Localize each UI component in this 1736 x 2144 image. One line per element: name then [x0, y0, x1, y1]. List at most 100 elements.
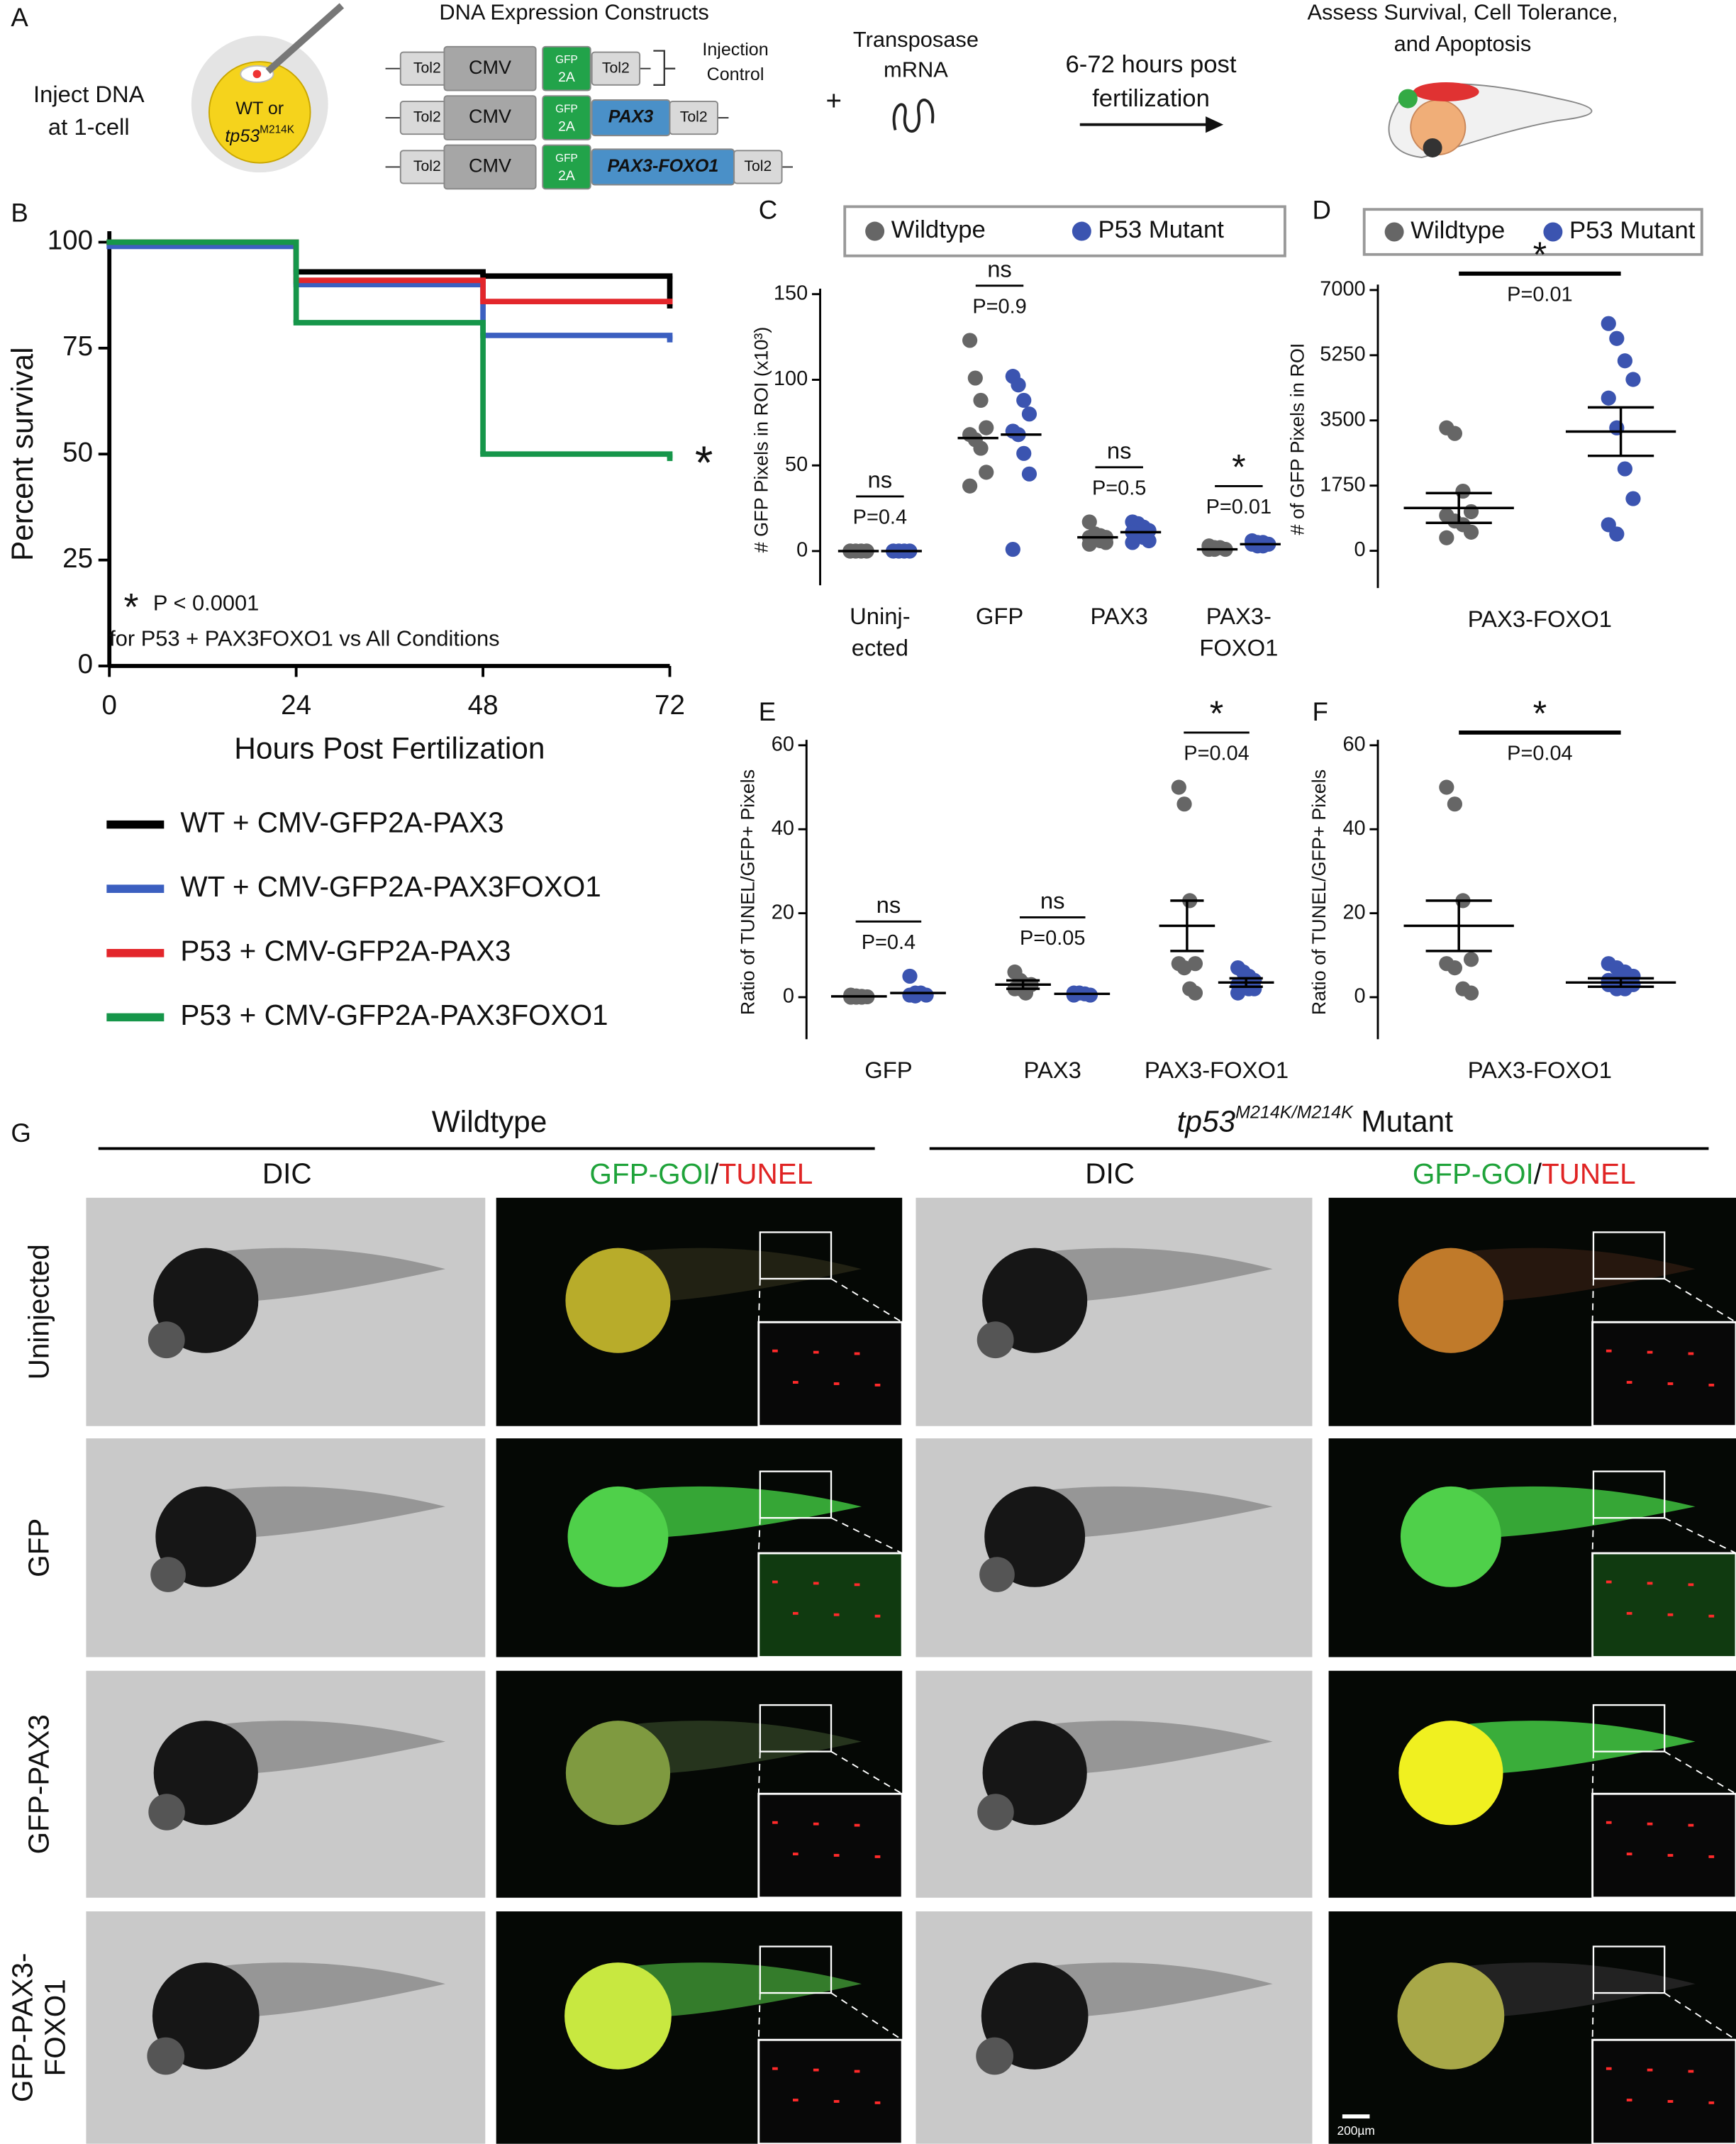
tunel-speck [813, 2068, 819, 2072]
y-tick-label: 0 [1354, 985, 1366, 1008]
legend-label: Wildtype [891, 216, 986, 243]
gene: tp53 [1177, 1105, 1236, 1138]
y-tick-label: 50 [62, 437, 93, 467]
y-tick-label: 100 [48, 226, 93, 256]
legend-marker [1072, 221, 1091, 241]
tunel-speck [833, 2100, 840, 2103]
y-tick-label: 7000 [1320, 278, 1365, 301]
roi-box [1592, 1945, 1666, 1994]
embryo-yolk [1400, 1486, 1501, 1587]
x-tick-label: FOXO1 [1199, 635, 1278, 661]
inset-guide [757, 1278, 903, 1323]
data-point [918, 987, 934, 1003]
panel-label: G [11, 1118, 30, 1148]
inset [757, 2038, 903, 2144]
tunel-speck [1626, 1611, 1632, 1615]
embryo-tail [618, 1721, 862, 1773]
label: Tol2 [413, 158, 441, 174]
tunel-speck [1647, 1350, 1653, 1354]
label: 6-72 hours post [1065, 51, 1236, 78]
fish-eye [1423, 138, 1442, 157]
tunel-speck [1708, 1383, 1715, 1387]
tunel-speck [874, 1383, 881, 1387]
inset-guide [757, 1992, 903, 2041]
embryo-yolk [152, 1962, 260, 2070]
y-tick-label: 1750 [1320, 473, 1365, 496]
data-point [1171, 779, 1186, 795]
label: Tol2 [413, 60, 441, 76]
label: Transposase [853, 27, 979, 52]
data-point [1011, 377, 1026, 393]
data-point [979, 465, 994, 480]
p-value: P=0.5 [1092, 477, 1146, 499]
embryo-tail [1035, 1248, 1273, 1301]
label: Tol2 [744, 158, 772, 174]
inset [1591, 1321, 1736, 1428]
data-point [1439, 779, 1454, 795]
embryo-tail [1450, 1486, 1696, 1537]
legend-marker [865, 221, 885, 241]
data-point [1255, 538, 1271, 554]
construct-box [669, 100, 718, 135]
construct-box [591, 51, 641, 86]
label: Inject DNA [33, 81, 145, 107]
mrna [892, 99, 935, 133]
p-value: P=0.01 [1206, 496, 1272, 518]
legend-marker [1384, 222, 1404, 242]
tunel-speck [854, 2070, 860, 2073]
inset [1591, 2038, 1736, 2144]
panel-label: D [1312, 196, 1330, 225]
tunel-speck [792, 1381, 799, 1384]
panel-label: B [11, 199, 28, 228]
tunel-speck [854, 1583, 860, 1587]
y-axis-title: Percent survival [6, 347, 39, 561]
embryo-yolk [564, 1962, 672, 2070]
data-point [1601, 390, 1616, 406]
row-label: GFP-PAX3- [6, 1953, 38, 2103]
tunel-speck [1708, 1855, 1715, 1858]
construct-box [542, 95, 591, 140]
label: 2A [558, 169, 575, 184]
inset [1591, 1552, 1736, 1658]
tunel-speck [1626, 1853, 1632, 1855]
data-point [1125, 535, 1140, 550]
embryo-head [148, 1794, 185, 1831]
dic-image [916, 1911, 1313, 2144]
legend-label: Wildtype [1410, 217, 1505, 244]
data-point [1463, 952, 1479, 967]
label: GFP [555, 104, 578, 116]
legend-label: P53 + CMV-GFP2A-PAX3 [180, 934, 511, 967]
tunel-speck [1647, 1822, 1653, 1826]
dic-image [86, 1197, 486, 1426]
tunel-speck [772, 1580, 778, 1584]
construct-box [542, 45, 591, 91]
embryo-tail [618, 1962, 862, 2016]
y-tick-label: 40 [1342, 817, 1365, 840]
tunel-speck [1688, 1583, 1694, 1587]
embryo-yolk [567, 1486, 669, 1587]
legend-label: P53 Mutant [1569, 217, 1696, 244]
egg-allele: M214K [260, 123, 295, 135]
significance: ns [1107, 437, 1132, 463]
p-value: P=0.4 [853, 506, 907, 528]
tunel-speck [792, 1853, 799, 1855]
tunel-speck [772, 1821, 778, 1824]
embryo-head [979, 1557, 1015, 1592]
construct-box [542, 144, 591, 190]
dic-image [916, 1670, 1313, 1898]
nucleus [252, 70, 262, 79]
y-tick-label: 60 [772, 733, 794, 755]
x-tick-label: GFP [976, 603, 1023, 629]
label: DIC [262, 1157, 312, 1190]
embryo-head [150, 1557, 186, 1592]
embryo-tail [206, 1248, 445, 1301]
data-point [1066, 987, 1081, 1003]
data-point [979, 420, 994, 435]
data-point [962, 333, 978, 348]
significance: * [1210, 694, 1224, 733]
y-tick-label: 5250 [1320, 343, 1365, 365]
dic-image [916, 1438, 1313, 1657]
data-point [1463, 524, 1479, 540]
y-tick-label: 20 [772, 901, 794, 923]
data-point [962, 478, 978, 494]
